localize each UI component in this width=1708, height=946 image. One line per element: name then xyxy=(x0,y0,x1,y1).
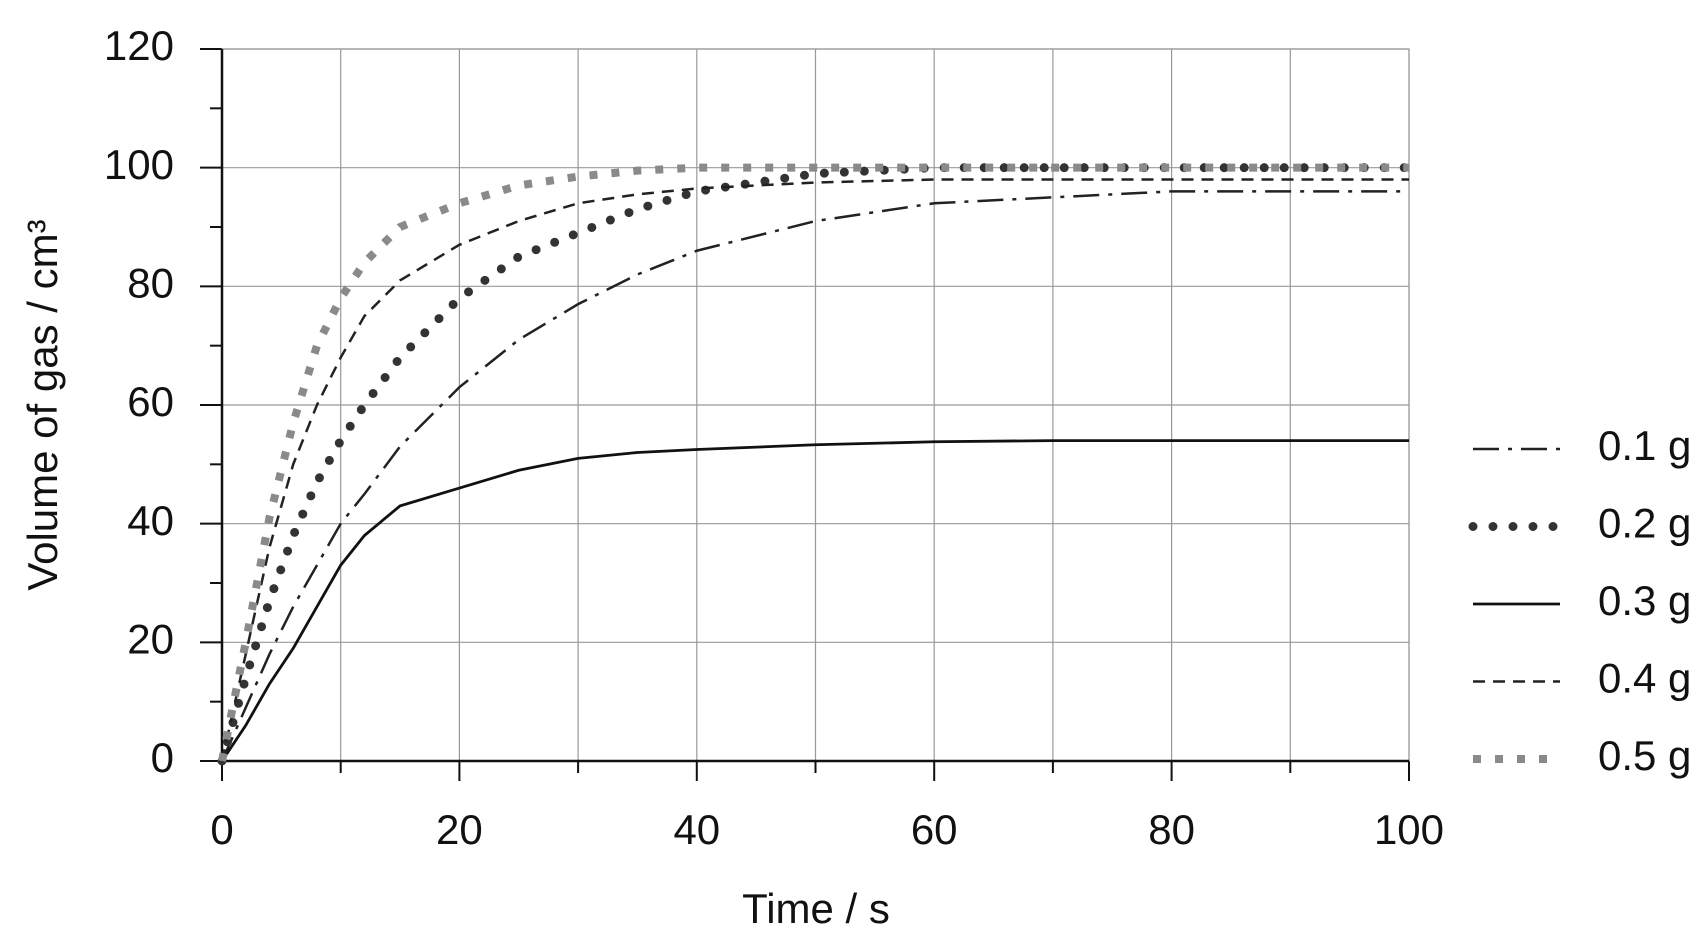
x-tick-label: 100 xyxy=(1374,806,1444,853)
legend-label: 0.4 g xyxy=(1598,655,1691,702)
x-tick-label: 0 xyxy=(210,806,233,853)
x-axis-label: Time / s xyxy=(742,885,890,932)
x-tick-label: 60 xyxy=(911,806,958,853)
x-tick-label: 20 xyxy=(436,806,483,853)
y-axis-label: Volume of gas / cm³ xyxy=(19,219,66,590)
series-line xyxy=(220,178,1409,762)
legend-label: 0.1 g xyxy=(1598,422,1691,469)
y-tick-label: 40 xyxy=(127,497,174,544)
y-tick-label: 0 xyxy=(151,734,174,781)
y-tick-label: 60 xyxy=(127,378,174,425)
series-line xyxy=(218,163,1409,762)
y-tick-label: 20 xyxy=(127,615,174,662)
legend-label: 0.3 g xyxy=(1598,577,1691,624)
series-line xyxy=(220,439,1409,762)
y-tick-label: 120 xyxy=(104,22,174,69)
y-tick-label: 100 xyxy=(104,141,174,188)
legend-label: 0.2 g xyxy=(1598,500,1691,547)
series-line xyxy=(217,163,1414,766)
x-tick-label: 40 xyxy=(673,806,720,853)
series-line xyxy=(220,190,1409,762)
x-tick-label: 80 xyxy=(1148,806,1195,853)
legend-label: 0.5 g xyxy=(1598,732,1691,779)
y-tick-label: 80 xyxy=(127,259,174,306)
